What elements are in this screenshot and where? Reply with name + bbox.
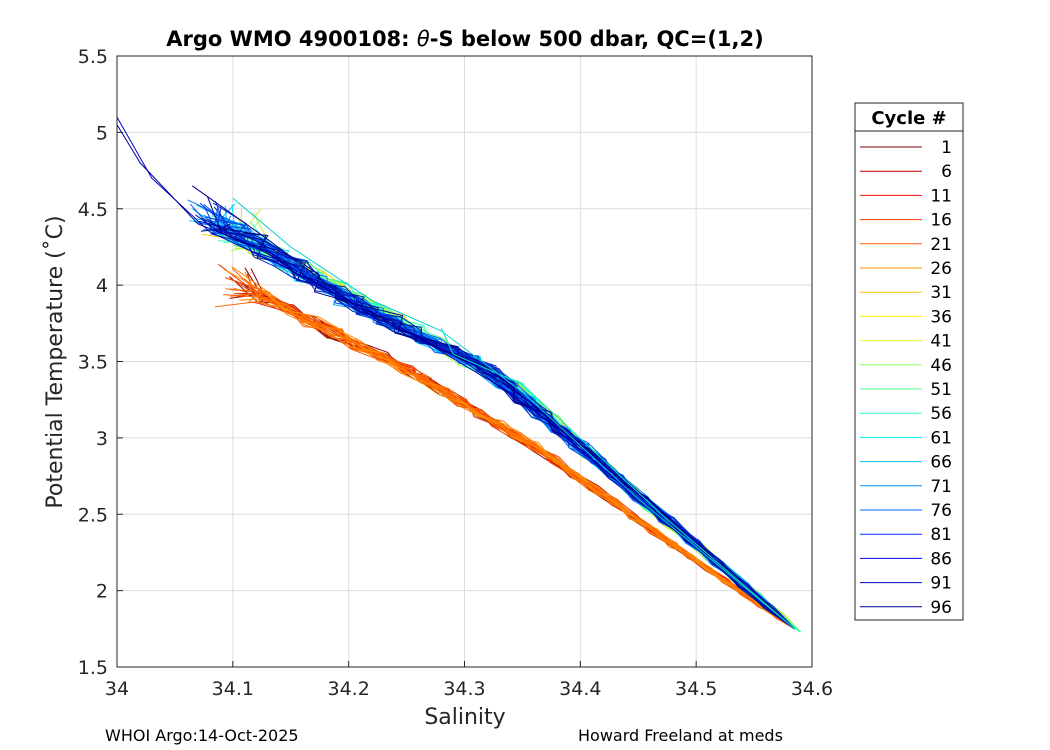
- y-tick-label: 4.5: [78, 199, 108, 221]
- axis-ticks: 34 34.1 34.2 34.3 34.4 34.5 34.6 1.5 2 2.5 3 3.5 4 4.…: [78, 46, 833, 700]
- y-tick-label: 1.5: [78, 657, 108, 679]
- legend-label: 46: [930, 356, 952, 376]
- chart-title: Argo WMO 4900108: θ-S below 500 dbar, QC…: [166, 27, 763, 51]
- profile-line: [116, 124, 795, 630]
- chart-title-prefix: Argo WMO 4900108:: [166, 27, 417, 51]
- legend-label: 71: [930, 477, 952, 497]
- x-tick-label: 34.3: [443, 678, 485, 700]
- x-tick-label: 34.6: [791, 678, 833, 700]
- footer-left: WHOI Argo:14-Oct-2025: [105, 726, 299, 745]
- legend-label: 6: [941, 162, 952, 182]
- chart-title-theta: θ: [417, 27, 430, 51]
- legend-label: 56: [930, 404, 952, 424]
- legend-label: 86: [930, 549, 952, 569]
- x-tick-label: 34.5: [675, 678, 717, 700]
- x-tick-label: 34.4: [559, 678, 601, 700]
- chart-title-suffix: -S below 500 dbar, QC=(1,2): [430, 27, 764, 51]
- legend-label: 81: [930, 525, 952, 545]
- y-tick-label: 3.5: [78, 352, 108, 374]
- profile-line: [232, 197, 795, 630]
- legend-label: 41: [930, 332, 952, 352]
- y-tick-label: 5: [96, 122, 108, 144]
- legend-label: 61: [930, 428, 952, 448]
- y-tick-label: 2.5: [78, 504, 108, 526]
- legend-label: 76: [930, 501, 952, 521]
- y-tick-label: 4: [96, 275, 108, 297]
- y-tick-label: 5.5: [78, 46, 108, 68]
- x-tick-label: 34.1: [212, 678, 254, 700]
- legend-label: 66: [930, 453, 952, 473]
- x-tick-label: 34: [105, 678, 129, 700]
- legend-title: Cycle #: [871, 108, 946, 129]
- legend-label: 51: [930, 380, 952, 400]
- profile-line: [201, 217, 795, 630]
- legend: Cycle # 16111621263136414651566166717681…: [854, 102, 964, 621]
- profile-line: [440, 327, 795, 630]
- legend-label: 16: [930, 211, 952, 231]
- y-tick-label: 3: [96, 428, 108, 450]
- legend-label: 91: [930, 574, 952, 594]
- x-tick-label: 34.2: [328, 678, 370, 700]
- legend-label: 1: [941, 138, 952, 158]
- legend-label: 11: [930, 186, 952, 206]
- profile-line: [223, 269, 795, 630]
- legend-label: 36: [930, 307, 952, 327]
- profile-line: [247, 291, 795, 630]
- profiles: [116, 116, 801, 633]
- footer-right: Howard Freeland at meds: [578, 726, 783, 745]
- profile-line: [192, 185, 795, 630]
- x-axis-label: Salinity: [424, 705, 505, 730]
- profile-line: [210, 221, 795, 630]
- profile-line: [244, 271, 795, 630]
- legend-label: 21: [930, 235, 952, 255]
- legend-label: 31: [930, 283, 952, 303]
- legend-label: 26: [930, 259, 952, 279]
- legend-label: 96: [930, 598, 952, 618]
- y-axis-label: Potential Temperature (˚C): [43, 215, 68, 508]
- y-tick-label: 2: [96, 581, 108, 603]
